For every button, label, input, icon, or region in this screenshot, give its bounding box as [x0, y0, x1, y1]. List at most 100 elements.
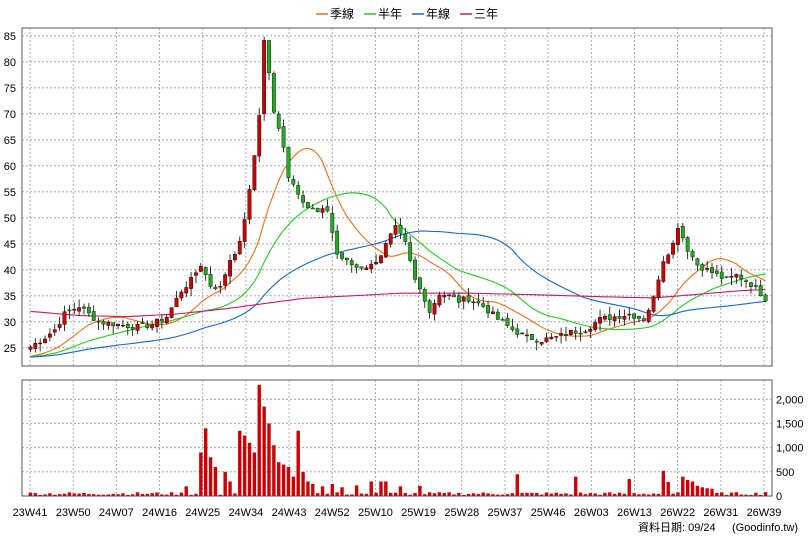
volume-bar [281, 464, 286, 496]
candle-body [690, 251, 695, 258]
volume-bar [569, 494, 573, 496]
candle-body [28, 346, 33, 350]
price-tick-label: 25 [4, 343, 16, 355]
price-plot-frame [21, 27, 773, 367]
candle-body [559, 333, 563, 336]
candle-body [344, 257, 349, 261]
candle-body [374, 262, 378, 265]
candle-body [680, 226, 685, 239]
candle-body [739, 274, 744, 280]
volume-bar [671, 493, 675, 496]
volume-bar [364, 493, 369, 496]
candle-body [218, 286, 223, 288]
volume-bar [67, 492, 72, 496]
candle-body [276, 113, 281, 129]
volume-tick-label: 0 [776, 491, 782, 503]
candle-body [729, 276, 734, 278]
candle-body [520, 332, 525, 335]
volume-bar [739, 494, 743, 496]
candle-body [403, 233, 408, 242]
candle-body [388, 233, 393, 245]
candle-body [529, 334, 534, 340]
time-tick-label: 24W52 [315, 507, 350, 519]
candle-body [612, 316, 617, 322]
candlesticks [28, 36, 768, 353]
candle-body [627, 313, 632, 316]
candle-body [325, 206, 330, 212]
volume-bar [642, 493, 646, 496]
candle-body [719, 271, 724, 279]
volume-bar [656, 493, 661, 496]
volume-bar [651, 493, 656, 496]
candle-body [150, 324, 155, 329]
candle-body [700, 264, 705, 271]
volume-bar [705, 488, 709, 496]
volume-axis: 0 500 1,000 1,500 2,000 [776, 394, 804, 503]
volume-bar [564, 493, 568, 496]
volume-bar [140, 493, 145, 496]
volume-bars [28, 384, 768, 496]
volume-bar [359, 493, 364, 496]
volume-bar [763, 492, 768, 496]
price-tick-label: 65 [4, 135, 16, 147]
candle-body [237, 240, 242, 255]
volume-bar [330, 483, 334, 496]
volume-bar [637, 494, 641, 496]
volume-bar [418, 485, 422, 496]
candle-body [549, 336, 554, 340]
candle-body [306, 202, 310, 209]
candle-body [179, 291, 184, 299]
candle-body [422, 289, 427, 302]
candle-body [233, 254, 237, 261]
volume-bar [408, 494, 412, 496]
candle-body [43, 338, 47, 344]
volume-bar [48, 493, 52, 496]
x-axis: 23W41 23W50 24W07 24W16 24W25 24W34 24W43 24W52… [13, 507, 782, 519]
volume-bar [505, 494, 510, 496]
volume-bar [184, 486, 188, 496]
volume-tick-label: 1,000 [776, 443, 804, 455]
candle-body [86, 306, 91, 314]
candle-body [349, 260, 354, 266]
candle-body [286, 146, 291, 179]
volume-bar [608, 492, 612, 496]
candle-body [622, 316, 627, 320]
time-tick-label: 23W50 [56, 507, 91, 519]
candle-body [82, 306, 86, 309]
candle-body [223, 274, 228, 286]
volume-bar [130, 494, 135, 496]
candle-body [33, 343, 38, 349]
candle-body [164, 316, 169, 323]
candle-body [135, 324, 140, 331]
candle-body [676, 227, 680, 245]
time-tick-label: 24W43 [272, 507, 307, 519]
volume-bar [593, 493, 597, 496]
candle-body [432, 302, 437, 315]
candle-body [296, 185, 301, 195]
volume-bar [583, 494, 588, 496]
price-tick-label: 40 [4, 265, 16, 277]
candle-body [724, 276, 729, 278]
candle-body [57, 324, 62, 328]
candle-body [228, 260, 232, 277]
volume-bar [690, 481, 695, 496]
volume-bar [135, 492, 140, 496]
volume-bar [106, 494, 111, 496]
candle-body [753, 285, 758, 287]
volume-bar [62, 493, 67, 496]
candle-body [38, 342, 43, 345]
volume-bar [213, 467, 218, 496]
volume-bar [632, 493, 636, 496]
volume-bar [82, 492, 86, 496]
candle-body [578, 332, 583, 335]
chart-legend: 季線 半年 年線 三年 [316, 6, 498, 21]
candle-body [247, 189, 252, 220]
candle-body [271, 73, 276, 113]
candle-body [257, 115, 262, 157]
candle-body [213, 286, 218, 290]
candle-body [393, 225, 398, 235]
candle-body [534, 340, 539, 343]
volume-bar [530, 492, 534, 496]
volume-bar [92, 494, 96, 496]
volume-bar [393, 492, 398, 496]
